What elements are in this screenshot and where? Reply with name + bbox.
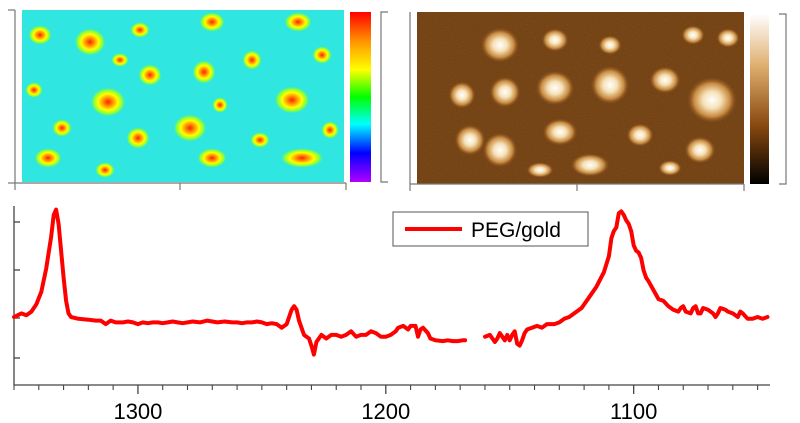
left-map-blob [90,87,126,117]
series-line-segment-2 [483,209,770,348]
x-tick-label-1300: 1300 [113,399,162,423]
left-map-blob [34,148,62,168]
right-map-blob [590,65,630,105]
spectrum-chart: 1300 1200 1100 PEG/gold [12,206,770,423]
left-map-blob [126,127,150,149]
right-map-blob [598,35,622,55]
left-map-blob [212,97,228,113]
left-map-blob [274,86,310,114]
right-map-blob [686,76,738,124]
x-axis-minor-ticks [13,385,759,390]
legend: PEG/gold [392,211,589,247]
left-colorbar-bracket [380,11,388,183]
right-map-blob [448,81,476,109]
x-axis-major-ticks [137,385,635,394]
right-map-blob [570,153,610,177]
left-map-blob [284,12,312,32]
series-line-segment-1 [12,207,468,357]
left-map-blob [280,148,324,168]
left-map-blob [25,82,43,98]
right-colorbar-bracket [779,13,787,185]
left-map [22,10,344,182]
right-map-blob [649,66,681,94]
right-map-blobs [448,25,740,178]
right-map-blob [681,25,705,45]
left-map-blob [28,25,52,45]
left-colorbar [350,12,371,182]
x-tick-label-1100: 1100 [610,399,657,423]
right-map-blob [716,28,740,48]
left-map-blob [74,28,106,56]
left-map-blob [130,22,150,38]
right-map-blob [489,76,521,108]
x-tick-label-1200: 1200 [361,399,410,423]
right-colorbar [750,14,769,184]
right-map-frame [409,12,745,191]
left-map-blobs [25,12,339,178]
left-map-blob [95,162,115,178]
right-map-blob [541,28,569,52]
right-map-blob [535,70,575,106]
left-map-blob [173,114,207,142]
left-map-blob [199,12,225,32]
right-map-blob [526,162,554,178]
right-map [417,12,744,184]
left-map-blob [52,119,72,137]
series-peg-gold [12,207,770,357]
left-map-blob [197,148,227,168]
y-axis [13,206,20,385]
left-map-blob [250,132,270,148]
left-map-blob [242,50,262,70]
legend-label: PEG/gold [471,219,561,242]
left-map-blob [312,46,332,64]
right-map-blob [626,123,654,147]
right-map-blob [480,27,520,63]
left-map-blob [138,64,162,86]
left-map-frame [8,9,347,190]
right-map-blob [658,160,682,176]
right-map-blob [482,132,518,168]
right-map-blob [684,136,716,164]
right-map-blob [542,118,578,146]
right-map-blob [454,124,486,156]
left-map-blob [321,121,339,139]
left-map-blob [111,53,129,67]
left-map-blob [192,60,216,84]
x-axis-tick-labels: 1300 1200 1100 [113,399,657,423]
